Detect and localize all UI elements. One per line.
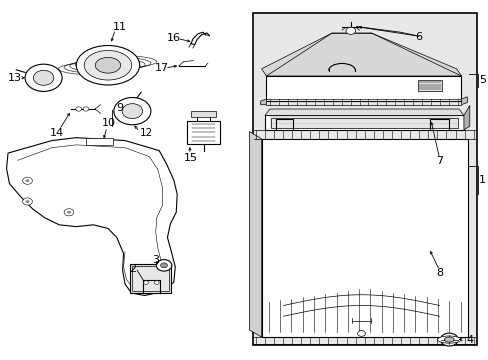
Ellipse shape: [444, 337, 453, 342]
Text: 8: 8: [435, 268, 442, 278]
Polygon shape: [461, 97, 467, 105]
Bar: [417, 80, 441, 91]
Circle shape: [345, 27, 355, 35]
Ellipse shape: [95, 57, 121, 73]
Circle shape: [22, 198, 32, 205]
Text: 12: 12: [139, 129, 152, 138]
Circle shape: [83, 107, 89, 111]
Bar: [186, 121, 220, 144]
Text: 7: 7: [435, 156, 442, 166]
Bar: [132, 266, 168, 291]
Circle shape: [357, 330, 365, 336]
Bar: [261, 139, 467, 337]
Text: 5: 5: [478, 75, 485, 85]
Circle shape: [25, 179, 29, 182]
Text: 6: 6: [415, 32, 422, 41]
Ellipse shape: [437, 336, 460, 343]
Text: 10: 10: [102, 118, 116, 128]
Polygon shape: [260, 99, 266, 105]
Polygon shape: [249, 132, 261, 337]
Text: 1: 1: [478, 175, 485, 185]
Circle shape: [22, 177, 32, 184]
Bar: [86, 138, 113, 145]
Polygon shape: [264, 109, 463, 116]
Circle shape: [67, 211, 71, 214]
Polygon shape: [261, 33, 461, 76]
Circle shape: [64, 209, 74, 216]
Bar: [190, 111, 216, 117]
Text: 11: 11: [113, 22, 127, 32]
Bar: [270, 118, 457, 128]
Circle shape: [25, 64, 62, 91]
Text: 14: 14: [50, 129, 64, 138]
Text: 16: 16: [166, 33, 181, 43]
Circle shape: [25, 200, 29, 203]
Polygon shape: [266, 76, 461, 101]
Polygon shape: [6, 138, 177, 296]
Circle shape: [33, 70, 54, 85]
Text: 3: 3: [152, 255, 159, 265]
Circle shape: [440, 333, 457, 346]
Circle shape: [143, 281, 148, 284]
Text: 13: 13: [7, 73, 21, 83]
Text: 2: 2: [128, 264, 136, 274]
Ellipse shape: [84, 50, 131, 80]
Circle shape: [156, 260, 171, 271]
Circle shape: [114, 98, 151, 125]
Circle shape: [160, 263, 167, 268]
Text: 15: 15: [183, 153, 198, 163]
Polygon shape: [463, 105, 469, 130]
Polygon shape: [264, 116, 463, 130]
Circle shape: [154, 281, 159, 284]
Text: 4: 4: [465, 334, 472, 345]
Ellipse shape: [76, 45, 140, 85]
Circle shape: [76, 107, 81, 111]
Text: 17: 17: [154, 63, 168, 73]
Bar: [253, 13, 476, 345]
Bar: [130, 264, 171, 293]
Circle shape: [122, 104, 142, 119]
Text: 9: 9: [116, 103, 123, 113]
